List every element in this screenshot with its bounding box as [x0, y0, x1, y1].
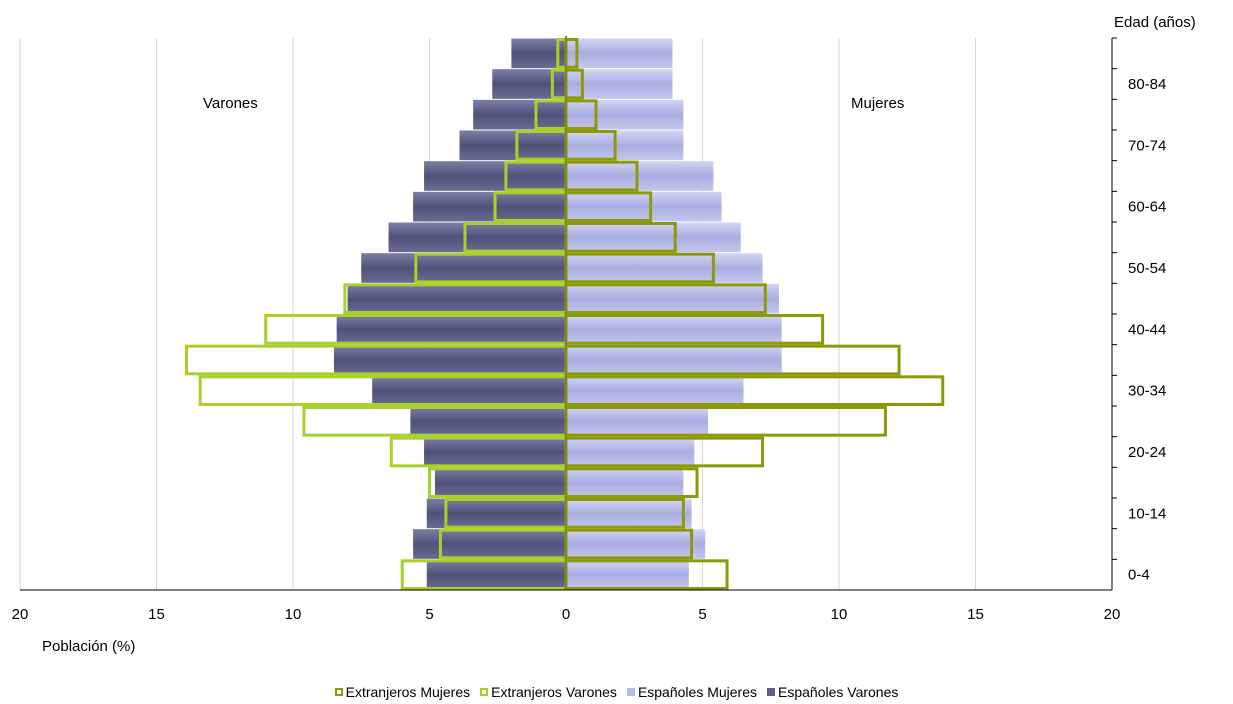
y-category-label: 80-84	[1128, 76, 1166, 93]
y-category-label: 50-54	[1128, 260, 1166, 277]
legend-item: Españoles Varones	[767, 684, 898, 700]
legend-item: Extranjeros Varones	[480, 684, 617, 700]
y-category-label: 30-34	[1128, 383, 1166, 400]
chart-legend: Extranjeros Mujeres Extranjeros Varones Es…	[0, 683, 1233, 700]
legend-swatch	[626, 688, 635, 696]
y-category-label: 10-14	[1128, 505, 1166, 522]
bar-españoles-mujeres	[566, 314, 782, 345]
bar-españoles-varones	[388, 222, 566, 253]
x-tick-label: 10	[285, 606, 302, 623]
x-tick-label: 5	[698, 606, 706, 623]
bar-españoles-varones	[372, 375, 566, 406]
legend-label: Españoles Varones	[778, 684, 899, 700]
bar-españoles-varones	[492, 69, 566, 99]
y-category-label: 0-4	[1128, 567, 1150, 584]
x-tick-label: 0	[562, 606, 570, 623]
bar-españoles-mujeres	[566, 406, 708, 437]
y-axis-title: Edad (años)	[1114, 14, 1196, 31]
x-tick-label: 15	[967, 606, 984, 623]
bar-españoles-varones	[424, 437, 566, 467]
legend-item: Españoles Mujeres	[626, 684, 757, 700]
y-category-label: 40-44	[1128, 321, 1166, 338]
x-tick-label: 20	[1104, 606, 1121, 623]
bar-españoles-varones	[410, 406, 566, 437]
bar-españoles-varones	[361, 253, 566, 283]
bar-españoles-mujeres	[566, 222, 741, 253]
legend-swatch	[767, 688, 775, 696]
bars	[185, 38, 945, 590]
bar-españoles-mujeres	[566, 437, 695, 467]
bar-españoles-varones	[336, 314, 566, 345]
legend-swatch	[334, 688, 343, 696]
bar-españoles-varones	[413, 191, 566, 222]
bar-españoles-mujeres	[566, 99, 684, 130]
bar-españoles-mujeres	[566, 467, 684, 498]
bar-españoles-varones	[333, 345, 566, 375]
y-category-label: 60-64	[1128, 199, 1166, 216]
bar-españoles-mujeres	[566, 253, 763, 283]
y-category-label: 20-24	[1128, 444, 1166, 461]
bar-españoles-mujeres	[566, 529, 706, 559]
bar-españoles-varones	[459, 130, 566, 161]
bar-españoles-varones	[473, 99, 566, 130]
bar-españoles-varones	[347, 283, 566, 314]
bar-españoles-varones	[426, 498, 566, 529]
legend-label: Españoles Mujeres	[637, 684, 757, 700]
bar-españoles-mujeres	[566, 161, 714, 191]
annotation-varones: Varones	[203, 95, 258, 112]
legend-label: Extranjeros Varones	[491, 684, 617, 700]
bar-españoles-mujeres	[566, 191, 722, 222]
bar-españoles-varones	[426, 559, 566, 590]
axes: 20 15 10 5 0 5 10 15 20 0-4 10-14 20-24 30-34 40-44 50…	[12, 36, 1166, 623]
bar-españoles-varones	[413, 529, 566, 559]
bar-españoles-varones	[434, 467, 566, 498]
x-tick-label: 15	[148, 606, 165, 623]
legend-label: Extranjeros Mujeres	[345, 684, 471, 700]
bar-españoles-mujeres	[566, 38, 673, 69]
legend-swatch	[480, 688, 489, 696]
bar-españoles-mujeres	[566, 130, 684, 161]
x-tick-label: 20	[12, 606, 29, 623]
annotation-mujeres: Mujeres	[851, 95, 904, 112]
bar-españoles-mujeres	[566, 375, 744, 406]
legend-item: Extranjeros Mujeres	[334, 684, 471, 700]
x-tick-label: 5	[425, 606, 433, 623]
bar-españoles-mujeres	[566, 345, 782, 375]
x-tick-label: 10	[831, 606, 848, 623]
bar-españoles-mujeres	[566, 498, 692, 529]
x-axis-title: Población (%)	[42, 638, 135, 655]
bar-españoles-varones	[424, 161, 566, 191]
bar-españoles-mujeres	[566, 559, 689, 590]
bar-españoles-mujeres	[566, 283, 779, 314]
y-category-label: 70-74	[1128, 137, 1166, 154]
